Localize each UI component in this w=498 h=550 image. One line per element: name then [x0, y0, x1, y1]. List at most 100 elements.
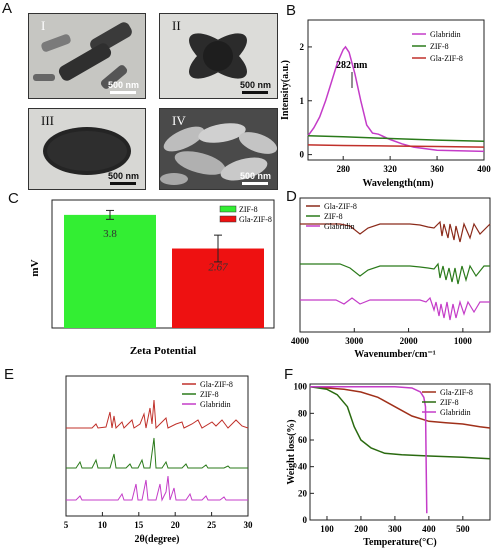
series-line: [307, 135, 485, 142]
tem-cross-particle-image: [160, 14, 277, 98]
x-tick-label: 5: [64, 520, 69, 530]
panel-label-f: F: [284, 366, 294, 383]
tga-chart: 0 20 40 60 80 100 100 200 300 400 500 Gla-ZIF-8 Z…: [286, 382, 491, 548]
sem-crystals-image: [160, 109, 277, 189]
micrograph-label: III: [41, 113, 54, 128]
legend-label-glabridin: Glabridin: [200, 400, 231, 409]
legend-label-zif8: ZIF-8: [440, 398, 459, 407]
x-tick-label: 280: [336, 164, 350, 174]
legend-label-gla-zif8: Gla-ZIF-8: [430, 54, 463, 63]
y-tick-label: 60: [298, 435, 308, 445]
legend-label-gla-zif8: Gla-ZIF-8: [200, 380, 233, 389]
micrograph-label: IV: [172, 113, 186, 128]
xrd-pattern-chart: 5 10 15 20 25 30 Gla-ZIF-8 ZIF-8 Glabridin 2θ…: [64, 375, 254, 545]
x-axis-label: Wavelength(nm): [362, 178, 433, 188]
tem-rods-image: [29, 14, 145, 98]
uv-spectrum-chart: 0 1 2 280 320 360 400 282 nm Glabridin ZIF-8 …: [280, 19, 491, 188]
series-line-glabridin: [300, 296, 490, 321]
y-tick-label: 40: [298, 462, 308, 472]
y-axis-label: Intensity(a.u.): [280, 60, 291, 120]
y-tick-label: 1: [300, 96, 305, 106]
x-tick-label: 400: [422, 524, 436, 534]
y-tick-label: 100: [294, 382, 308, 392]
legend-label-gla-zif8: Gla-ZIF-8: [324, 202, 357, 211]
x-axis-label: Zeta Potential: [130, 345, 196, 357]
scale-bar-text: 500 nm: [107, 171, 139, 181]
plot-frame: [299, 197, 491, 333]
micrograph-iii: III 500 nm: [28, 108, 146, 190]
scale-bar: 500 nm: [108, 171, 139, 185]
panel-label-b: B: [286, 2, 297, 19]
x-tick-label: 20: [171, 520, 181, 530]
x-tick-label: 15: [134, 520, 144, 530]
y-tick-label: 80: [298, 408, 308, 418]
panel-label-e: E: [4, 366, 15, 383]
x-axis-label: Temperature(°C): [363, 537, 436, 548]
x-tick-label: 400: [477, 164, 491, 174]
scale-bar-text: 500 nm: [107, 80, 139, 90]
series-line-zif8: [300, 262, 490, 285]
bar: [64, 214, 156, 328]
scale-bar-text: 500 nm: [239, 171, 271, 181]
y-axis-label: mV: [29, 259, 41, 276]
scale-bar: 500 nm: [108, 80, 139, 94]
x-tick-label: 200: [354, 524, 368, 534]
series-line: [309, 385, 491, 460]
series-line: [307, 144, 485, 148]
legend-label-zif8: ZIF-8: [239, 205, 258, 214]
panel-label-a: A: [2, 0, 13, 17]
plot-frame: [51, 199, 275, 329]
legend: Gla-ZIF-8 ZIF-8 Glabridin: [422, 388, 473, 417]
scale-bar: 500 nm: [240, 171, 271, 185]
legend-label-glabridin: Glabridin: [440, 408, 471, 417]
y-tick-label: 2: [300, 42, 305, 52]
micrograph-label: I: [41, 18, 46, 33]
x-tick-label: 3000: [345, 336, 364, 346]
legend-label-glabridin: Glabridin: [430, 30, 461, 39]
series-line-zif8: [66, 437, 248, 469]
series-line: [310, 385, 428, 514]
x-tick-label: 25: [207, 520, 217, 530]
micrograph-iv: IV 500 nm: [159, 108, 278, 190]
micrograph-ii: II 500 nm: [159, 13, 278, 99]
legend: Glabridin ZIF-8 Gla-ZIF-8: [412, 30, 463, 63]
x-tick-label: 100: [320, 524, 334, 534]
x-tick-label: 300: [388, 524, 402, 534]
x-tick-label: 4000: [291, 336, 310, 346]
series-line-gla-zif8: [300, 220, 491, 243]
panel-label-d: D: [286, 188, 297, 205]
legend-label-zif8: ZIF-8: [430, 42, 449, 51]
legend-label-zif8: ZIF-8: [324, 212, 343, 221]
legend: Gla-ZIF-8 ZIF-8 Glabridin: [306, 202, 357, 231]
y-tick-label: 0: [303, 515, 308, 525]
y-tick-label: 20: [298, 488, 308, 498]
y-tick-label: 0: [300, 150, 305, 160]
x-tick-label: 320: [383, 164, 397, 174]
series-line-glabridin: [66, 475, 248, 502]
tem-ellipsoid-image: [29, 109, 145, 189]
ftir-spectrum-chart: 4000 3000 2000 1000 Gla-ZIF-8 ZIF-8 Glabrid…: [291, 197, 491, 360]
x-tick-label: 10: [98, 520, 108, 530]
legend: ZIF-8 Gla-ZIF-8: [219, 205, 272, 224]
x-tick-label: 2000: [400, 336, 419, 346]
data-label: 2.67: [208, 262, 228, 274]
micrograph-i: I 500 nm: [28, 13, 146, 99]
series-line: [307, 45, 485, 153]
x-tick-label: 360: [430, 164, 444, 174]
legend: Gla-ZIF-8 ZIF-8 Glabridin: [182, 380, 233, 409]
zeta-potential-chart: 3.8 2.67 ZIF-8 Gla-ZIF-8 Zeta Potential m…: [29, 199, 275, 357]
series-line-gla-zif8: [66, 399, 249, 430]
legend-label-gla-zif8: Gla-ZIF-8: [239, 215, 272, 224]
plot-frame: [307, 19, 485, 161]
scale-bar-text: 500 nm: [239, 80, 271, 90]
legend-label-gla-zif8: Gla-ZIF-8: [440, 388, 473, 397]
x-tick-label: 500: [456, 524, 470, 534]
x-tick-label: 30: [244, 520, 254, 530]
x-axis-label: Wavenumber/cm⁻¹: [354, 349, 436, 360]
legend-label-zif8: ZIF-8: [200, 390, 219, 399]
series-line: [309, 385, 491, 429]
annotation-text: 282 nm: [336, 60, 368, 71]
plot-frame: [309, 383, 491, 521]
x-tick-label: 1000: [454, 336, 473, 346]
micrograph-label: II: [172, 18, 181, 33]
